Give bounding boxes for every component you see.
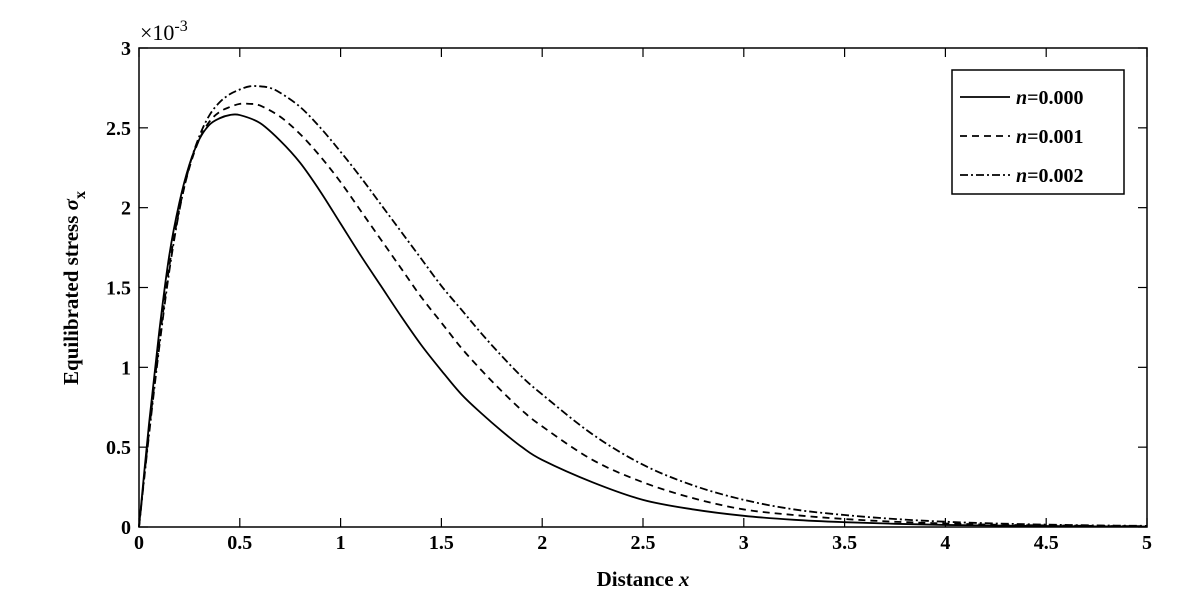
x-tick-label: 4 <box>940 532 950 554</box>
legend-box <box>951 69 1125 195</box>
legend-label-2-var: n <box>1016 165 1027 187</box>
y-tick-label: 3 <box>121 38 131 60</box>
x-axis-title: Distance x <box>597 567 690 591</box>
x-tick-label: 2 <box>537 532 547 554</box>
y-axis-title-text: Equilibrated stress <box>59 210 83 385</box>
x-tick-label: 1 <box>336 532 346 554</box>
y-axis-title-sub: x <box>72 191 89 199</box>
legend-label-1: n=0.001 <box>1016 126 1084 148</box>
x-tick-label: 0.5 <box>227 532 252 554</box>
x-tick-label: 0 <box>134 532 144 554</box>
legend-label-0: n=0.000 <box>1016 87 1084 109</box>
y-tick-label: 2 <box>121 198 131 220</box>
y-tick-label: 1 <box>121 357 131 379</box>
x-tick-label: 5 <box>1142 532 1152 554</box>
plot-frame <box>138 47 1148 528</box>
legend-label-2-value: =0.002 <box>1027 165 1083 187</box>
series-line-2 <box>138 85 1148 528</box>
y-tick-label: 0.5 <box>106 437 131 459</box>
x-tick-label: 4.5 <box>1034 532 1059 554</box>
y-tick-label: 2.5 <box>106 118 131 140</box>
series-layer <box>138 85 1148 528</box>
y-tick-label: 0 <box>121 517 131 539</box>
series-line-1 <box>138 102 1148 528</box>
legend-label-2: n=0.002 <box>1016 165 1084 187</box>
y-exponent-power: -3 <box>174 18 187 35</box>
ticks-layer: 0 0.5 1 1.5 2 2.5 3 3.5 4 4.5 5 0 0.5 1 1.5 2 2.5 3 <box>106 38 1152 554</box>
legend-label-1-var: n <box>1016 126 1027 148</box>
x-axis-title-var: x <box>678 567 690 591</box>
x-axis-title-text: Distance <box>597 567 679 591</box>
legend: n=0.000 n=0.001 n=0.002 <box>951 69 1125 195</box>
legend-label-0-var: n <box>1016 87 1027 109</box>
legend-label-0-value: =0.000 <box>1027 87 1083 109</box>
y-exponent-prefix: ×10 <box>140 20 174 45</box>
y-axis-title: Equilibrated stress σx <box>59 191 89 385</box>
y-tick-label: 1.5 <box>106 278 131 300</box>
x-tick-label: 3.5 <box>832 532 857 554</box>
y-axis-title-var: σ <box>59 198 83 210</box>
legend-label-1-value: =0.001 <box>1027 126 1083 148</box>
x-tick-label: 3 <box>739 532 749 554</box>
x-tick-label: 1.5 <box>429 532 454 554</box>
y-exponent-label: ×10-3 <box>140 18 188 45</box>
x-tick-label: 2.5 <box>631 532 656 554</box>
